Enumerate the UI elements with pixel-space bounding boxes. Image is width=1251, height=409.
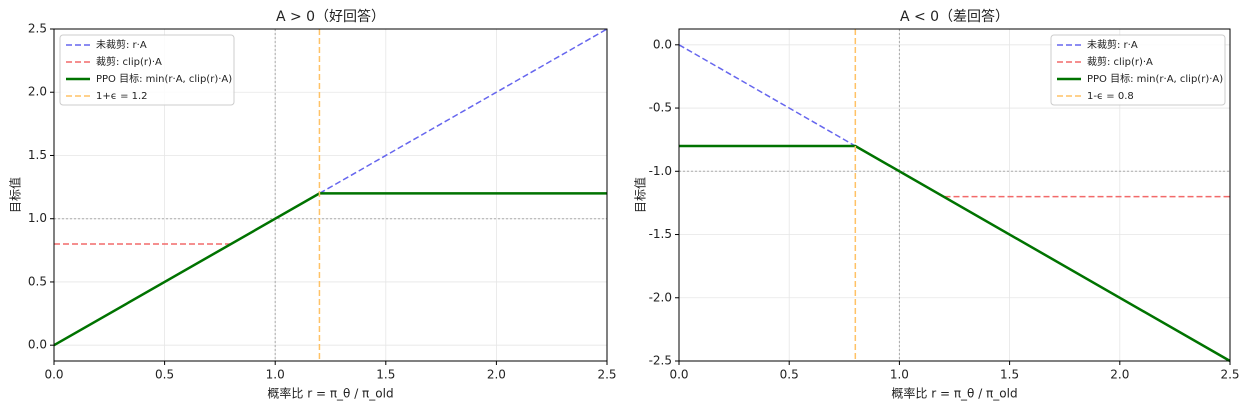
legend-text: 未裁剪: r·A [1087,38,1138,51]
plot-frame [678,28,1231,362]
y-axis-label: 目标值 [633,177,648,213]
y-axis-label: 目标值 [8,177,23,213]
chart-title: A > 0（好回答） [276,8,385,25]
legend-text: 裁剪: clip(r)·A [1087,55,1153,68]
legend: 未裁剪: r·A 裁剪: clip(r)·A PPO 目标: min(r·A, cl… [59,34,235,106]
y-tick-label: 0.5 [28,274,47,288]
y-tick-label: 0.0 [28,338,47,352]
x-axis-label: 概率比 r = π_θ / π_old [267,386,393,401]
y-tick-label: 2.0 [28,85,47,99]
x-tick-label: 1.5 [376,368,395,382]
x-tick-label: 0.5 [780,368,799,382]
subplot: A > 0（好回答） 概率比 r = π_θ / π_old 目标值 0.0 0.5 1.… [8,8,617,401]
y-tick-label: 0.0 [653,37,672,51]
x-tick-label: 1.0 [266,368,285,382]
subplot: A < 0（差回答） 概率比 r = π_θ / π_old 目标值 0.0 0.5 1.… [633,8,1240,401]
x-tick-label: 0.0 [669,368,688,382]
legend-text: PPO 目标: min(r·A, clip(r)·A) [96,73,232,85]
x-tick-label: 1.5 [1000,368,1019,382]
x-tick-label: 0.0 [44,368,63,382]
y-tick-label: -1.0 [649,164,672,178]
legend-text: 1+ϵ = 1.2 [96,91,148,102]
legend-text: 未裁剪: r·A [96,38,147,51]
y-tick-label: 1.5 [28,148,47,162]
y-tick-label: -0.5 [649,101,672,115]
legend: 未裁剪: r·A 裁剪: clip(r)·A PPO 目标: min(r·A, cl… [1050,34,1226,106]
y-tick-label: -2.0 [649,290,672,304]
y-tick-label: 2.5 [28,22,47,36]
chart-title: A < 0（差回答） [900,8,1009,25]
y-tick-label: -2.5 [649,354,672,368]
x-tick-label: 2.0 [1110,368,1129,382]
x-axis-label: 概率比 r = π_θ / π_old [891,386,1017,401]
y-tick-label: -1.5 [649,227,672,241]
x-tick-label: 1.0 [890,368,909,382]
plot-frame [53,28,608,362]
series-line [53,28,608,346]
x-tick-label: 2.5 [597,368,616,382]
series-line [53,192,607,347]
legend-box [59,34,235,106]
x-tick-label: 2.0 [487,368,506,382]
legend-text: 1-ϵ = 0.8 [1087,91,1134,102]
legend-text: 裁剪: clip(r)·A [96,55,162,68]
legend-text: PPO 目标: min(r·A, clip(r)·A) [1087,73,1223,85]
legend-box [1050,34,1226,106]
x-tick-label: 0.5 [155,368,174,382]
x-tick-label: 2.5 [1220,368,1239,382]
series-line [679,144,1231,363]
y-tick-label: 1.0 [28,211,47,225]
